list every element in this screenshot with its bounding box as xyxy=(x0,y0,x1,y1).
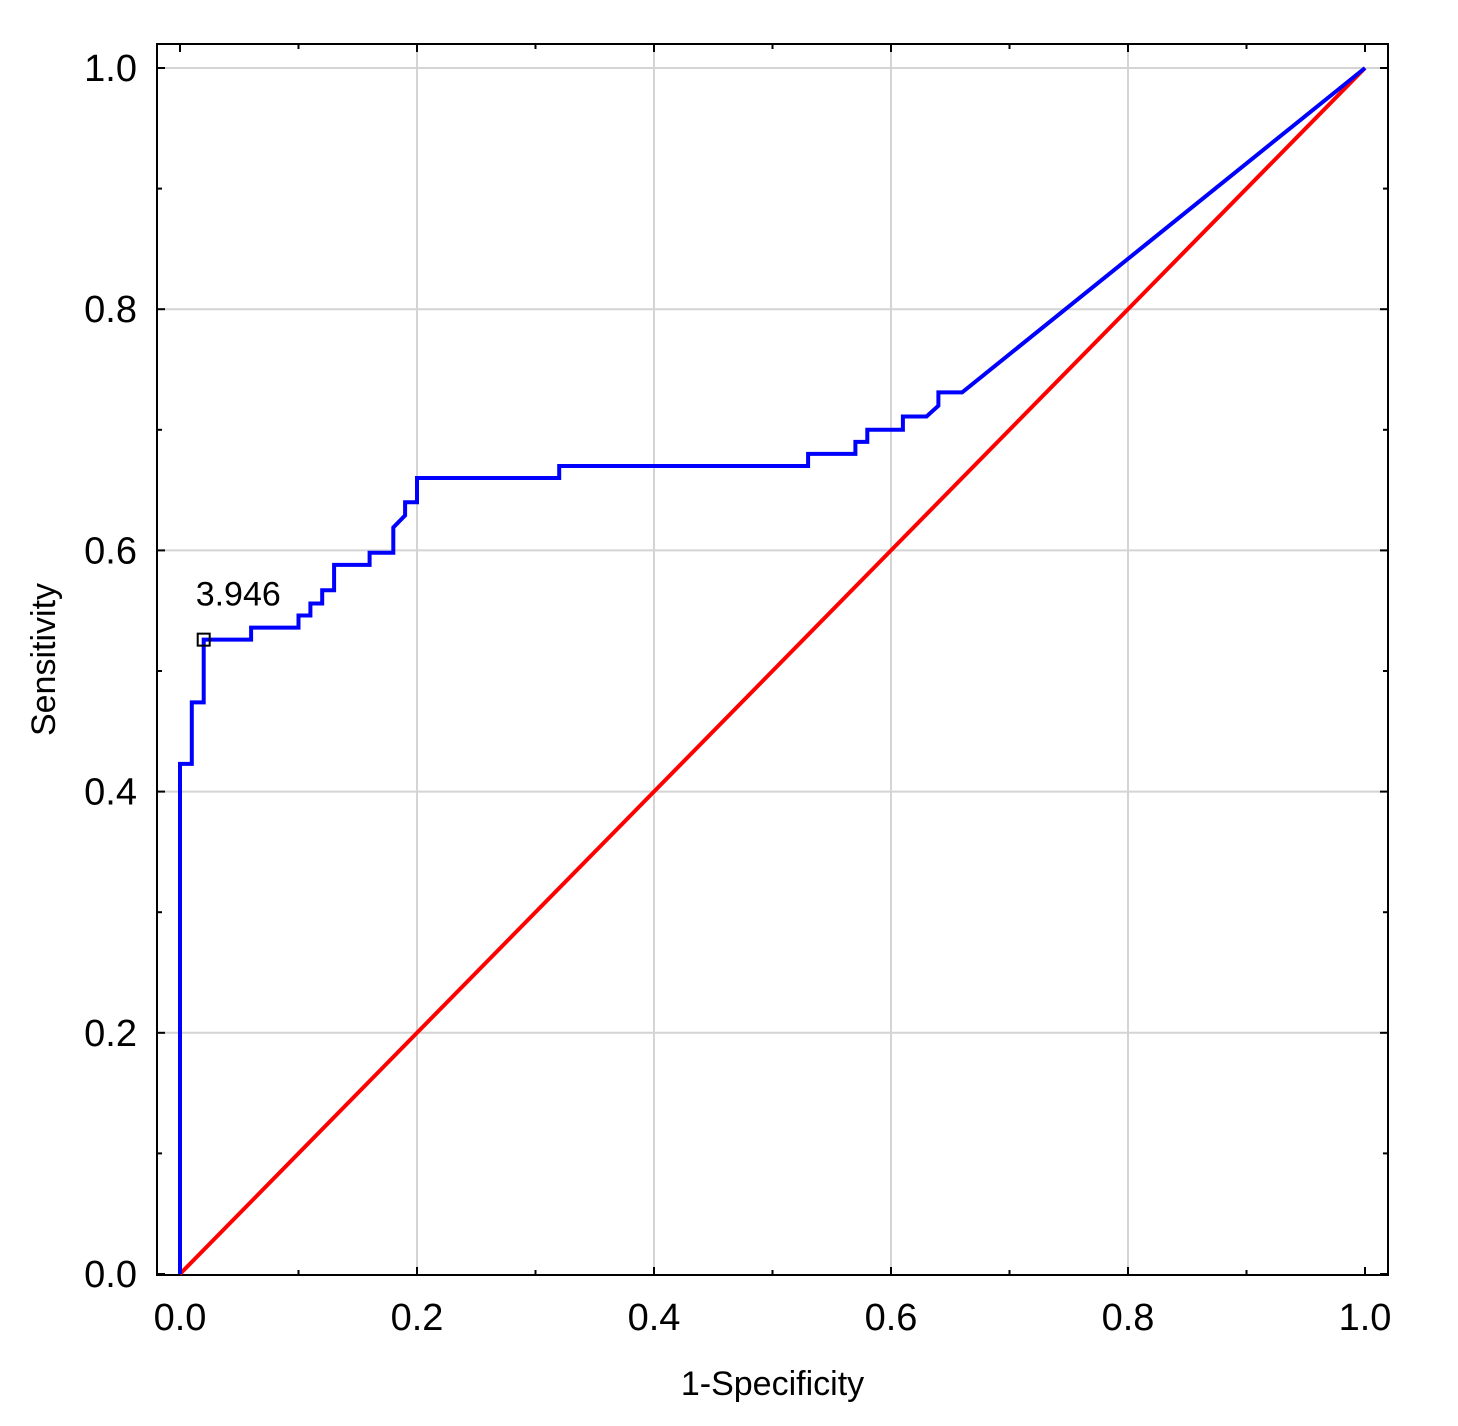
roc-curve-line xyxy=(178,66,1367,1274)
y-tick-label: 0.6 xyxy=(84,530,137,572)
reference-diagonal-line xyxy=(178,66,1367,1276)
series-lines xyxy=(178,66,1367,1276)
y-tick-label: 0.8 xyxy=(84,289,137,331)
x-tick-labels: 0.0 0.2 0.4 0.6 0.8 1.0 xyxy=(154,1297,1392,1339)
x-tick-label: 0.6 xyxy=(865,1297,918,1339)
plot-frame xyxy=(156,43,1389,1276)
cutoff-point-marker xyxy=(196,632,211,647)
y-tick-label: 0.0 xyxy=(84,1254,137,1296)
x-tick-label: 0.0 xyxy=(154,1297,207,1339)
x-axis-title: 1-Specificity xyxy=(681,1365,864,1403)
cutoff-value-label: 3.946 xyxy=(196,576,281,614)
y-tick-labels: 0.0 0.2 0.4 0.6 0.8 1.0 xyxy=(84,48,137,1296)
annotations: 3.946 xyxy=(196,576,281,647)
x-tick-label: 0.2 xyxy=(391,1297,444,1339)
x-tick-label: 0.4 xyxy=(628,1297,681,1339)
y-tick-label: 1.0 xyxy=(84,48,137,90)
axis-ticks xyxy=(157,44,1388,1275)
y-tick-label: 0.2 xyxy=(84,1013,137,1055)
x-tick-label: 1.0 xyxy=(1339,1297,1392,1339)
y-tick-label: 0.4 xyxy=(84,772,137,814)
x-tick-label: 0.8 xyxy=(1102,1297,1155,1339)
y-axis-title: Sensitivity xyxy=(25,583,63,736)
grid xyxy=(157,44,1388,1275)
